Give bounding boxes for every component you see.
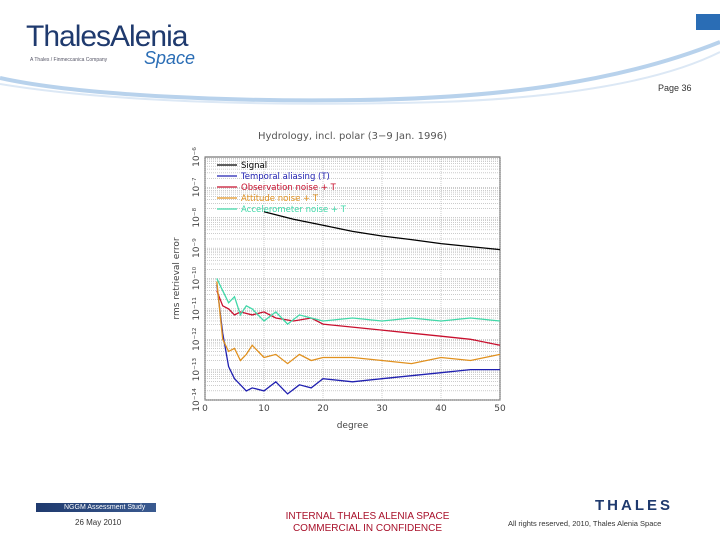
y-tick-label: 10⁻⁶ [192, 147, 202, 167]
y-axis-label: rms retrieval error [172, 237, 182, 319]
classification-line-2: COMMERCIAL IN CONFIDENCE [292, 523, 443, 534]
x-axis-label: degree [337, 421, 369, 431]
study-name-bar: NGGM Assessment Study [36, 503, 156, 512]
y-tick-label: 10⁻¹¹ [192, 297, 202, 321]
chart: 0 10 20 30 40 50 10⁻¹⁴ 10⁻¹³ 10⁻¹² 10⁻¹¹ 10⁻¹⁰ 10⁻⁹… [172, 131, 506, 431]
legend-entry-2: Observation noise + T [241, 183, 337, 193]
series-line-4 [216, 278, 501, 325]
footer-date: 26 May 2010 [75, 518, 122, 527]
y-tick-label: 10⁻⁷ [192, 177, 202, 197]
legend-entry-4: Accelerometer noise + T [241, 205, 347, 215]
header-swoosh [0, 40, 720, 105]
x-tick-label: 20 [317, 404, 329, 414]
x-tick-label: 10 [258, 404, 270, 414]
logo-space: Space [144, 48, 196, 68]
y-tick-label: 10⁻⁸ [192, 207, 202, 227]
y-tick-label: 10⁻¹² [192, 327, 202, 351]
series-line-3 [216, 281, 501, 365]
series-line-0 [263, 211, 501, 251]
thales-alenia-logo: ThalesAlenia A Thales / Finmeccanica Com… [26, 20, 195, 75]
series-line-2 [216, 290, 501, 346]
corner-accent [696, 14, 720, 30]
y-tick-label: 10⁻⁹ [192, 238, 202, 258]
page-number: Page 36 [658, 83, 692, 93]
x-tick-label: 30 [376, 404, 388, 414]
logo-wordmark: ThalesAlenia [26, 20, 188, 53]
copyright-notice: All rights reserved, 2010, Thales Alenia… [508, 519, 662, 528]
classification-line-1: INTERNAL THALES ALENIA SPACE [285, 511, 450, 522]
classification-notice: INTERNAL THALES ALENIA SPACE COMMERCIAL … [270, 511, 465, 535]
legend-entry-0: Signal [241, 161, 267, 171]
x-tick-label: 40 [435, 404, 447, 414]
plot-area [204, 156, 501, 401]
series-line-1 [216, 284, 500, 395]
y-tick-label: 10⁻¹³ [192, 358, 202, 382]
legend-entry-3: Attitude noise + T [241, 194, 319, 204]
x-tick-label: 0 [202, 404, 208, 414]
logo-tagline: A Thales / Finmeccanica Company [30, 57, 108, 63]
legend-entry-1: Temporal aliasing (T) [240, 172, 330, 182]
y-tick-label: 10⁻¹⁰ [192, 266, 202, 290]
x-tick-label: 50 [494, 404, 506, 414]
thales-logo: THALES [595, 497, 673, 514]
y-tick-label: 10⁻¹⁴ [192, 388, 202, 412]
chart-title: Hydrology, incl. polar (3−9 Jan. 1996) [258, 131, 447, 142]
